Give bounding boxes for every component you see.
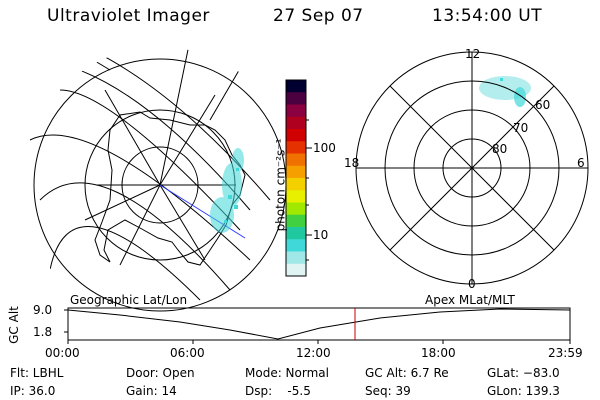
- colorbar-band: [286, 178, 306, 191]
- colorbar-band: [286, 239, 306, 252]
- geo-map-label: Geographic Lat/Lon: [70, 293, 188, 307]
- colorbar-band: [286, 129, 306, 142]
- altitude-plot: [64, 307, 571, 344]
- status-dsp: Dsp: -5.5: [245, 384, 311, 398]
- colorbar-band: [286, 80, 306, 93]
- colorbar-band: [286, 251, 306, 265]
- altitude-curve: [67, 308, 571, 340]
- colorbar-band: [286, 153, 306, 167]
- status-ip: IP: 36.0: [10, 384, 56, 398]
- altitude-xtick-12: 12:00: [296, 346, 331, 360]
- colorbar-tick-100: 100: [313, 141, 336, 155]
- status-door: Door: Open: [126, 366, 195, 380]
- colorbar-band: [286, 263, 306, 277]
- mlt-label-18: 18: [344, 156, 360, 170]
- altitude-ylabel: GC Alt: [6, 306, 21, 344]
- status-glat: GLat: −83.0: [487, 366, 560, 380]
- instrument-title: Ultraviolet Imager: [47, 6, 210, 26]
- colorbar-band: [286, 202, 306, 216]
- status-seq: Seq: 39: [365, 384, 411, 398]
- altitude-ytick-1-8: 1.8: [33, 325, 53, 339]
- altitude-xtick-23-59: 23:59: [548, 346, 583, 360]
- colorbar-band: [286, 116, 306, 130]
- status-gc-alt: GC Alt: 6.7 Re: [365, 366, 449, 380]
- colorbar-tick-10: 10: [313, 228, 329, 242]
- status-gain: Gain: 14: [126, 384, 177, 398]
- colorbar-band: [286, 165, 306, 179]
- polar-plot-label: Apex MLat/MLT: [425, 293, 515, 307]
- altitude-ytick-9: 9.0: [33, 303, 53, 317]
- geographic-map: [29, 47, 287, 312]
- colorbar-gradient: [286, 80, 306, 277]
- mlat-label-60: 60: [535, 98, 551, 112]
- aurora-patches-geo: [224, 168, 239, 223]
- mlat-label-80: 80: [492, 142, 508, 156]
- altitude-xtick-18: 18:00: [421, 346, 456, 360]
- colorbar-band: [286, 214, 306, 228]
- colorbar-band: [286, 92, 306, 105]
- mlt-label-12: 12: [465, 47, 481, 61]
- mlt-label-6: 6: [577, 156, 585, 170]
- colorbar: [285, 79, 312, 277]
- polar-plot: [355, 51, 589, 285]
- altitude-xtick-6: 06:00: [170, 346, 205, 360]
- time-label: 13:54:00 UT: [432, 6, 543, 26]
- colorbar-band: [286, 190, 306, 203]
- mlat-label-70: 70: [513, 121, 529, 135]
- mlt-label-0: 0: [468, 277, 476, 291]
- colorbar-band: [286, 141, 306, 154]
- status-mode: Mode: Normal: [245, 366, 329, 380]
- colorbar-unit-label: photon cm⁻²s⁻¹: [273, 138, 288, 232]
- status-glon: GLon: 139.3: [487, 384, 560, 398]
- date-label: 27 Sep 07: [273, 6, 364, 26]
- colorbar-band: [286, 104, 306, 118]
- status-flt: Flt: LBHL: [10, 366, 64, 380]
- colorbar-band: [286, 227, 306, 240]
- altitude-xtick-0: 00:00: [45, 346, 80, 360]
